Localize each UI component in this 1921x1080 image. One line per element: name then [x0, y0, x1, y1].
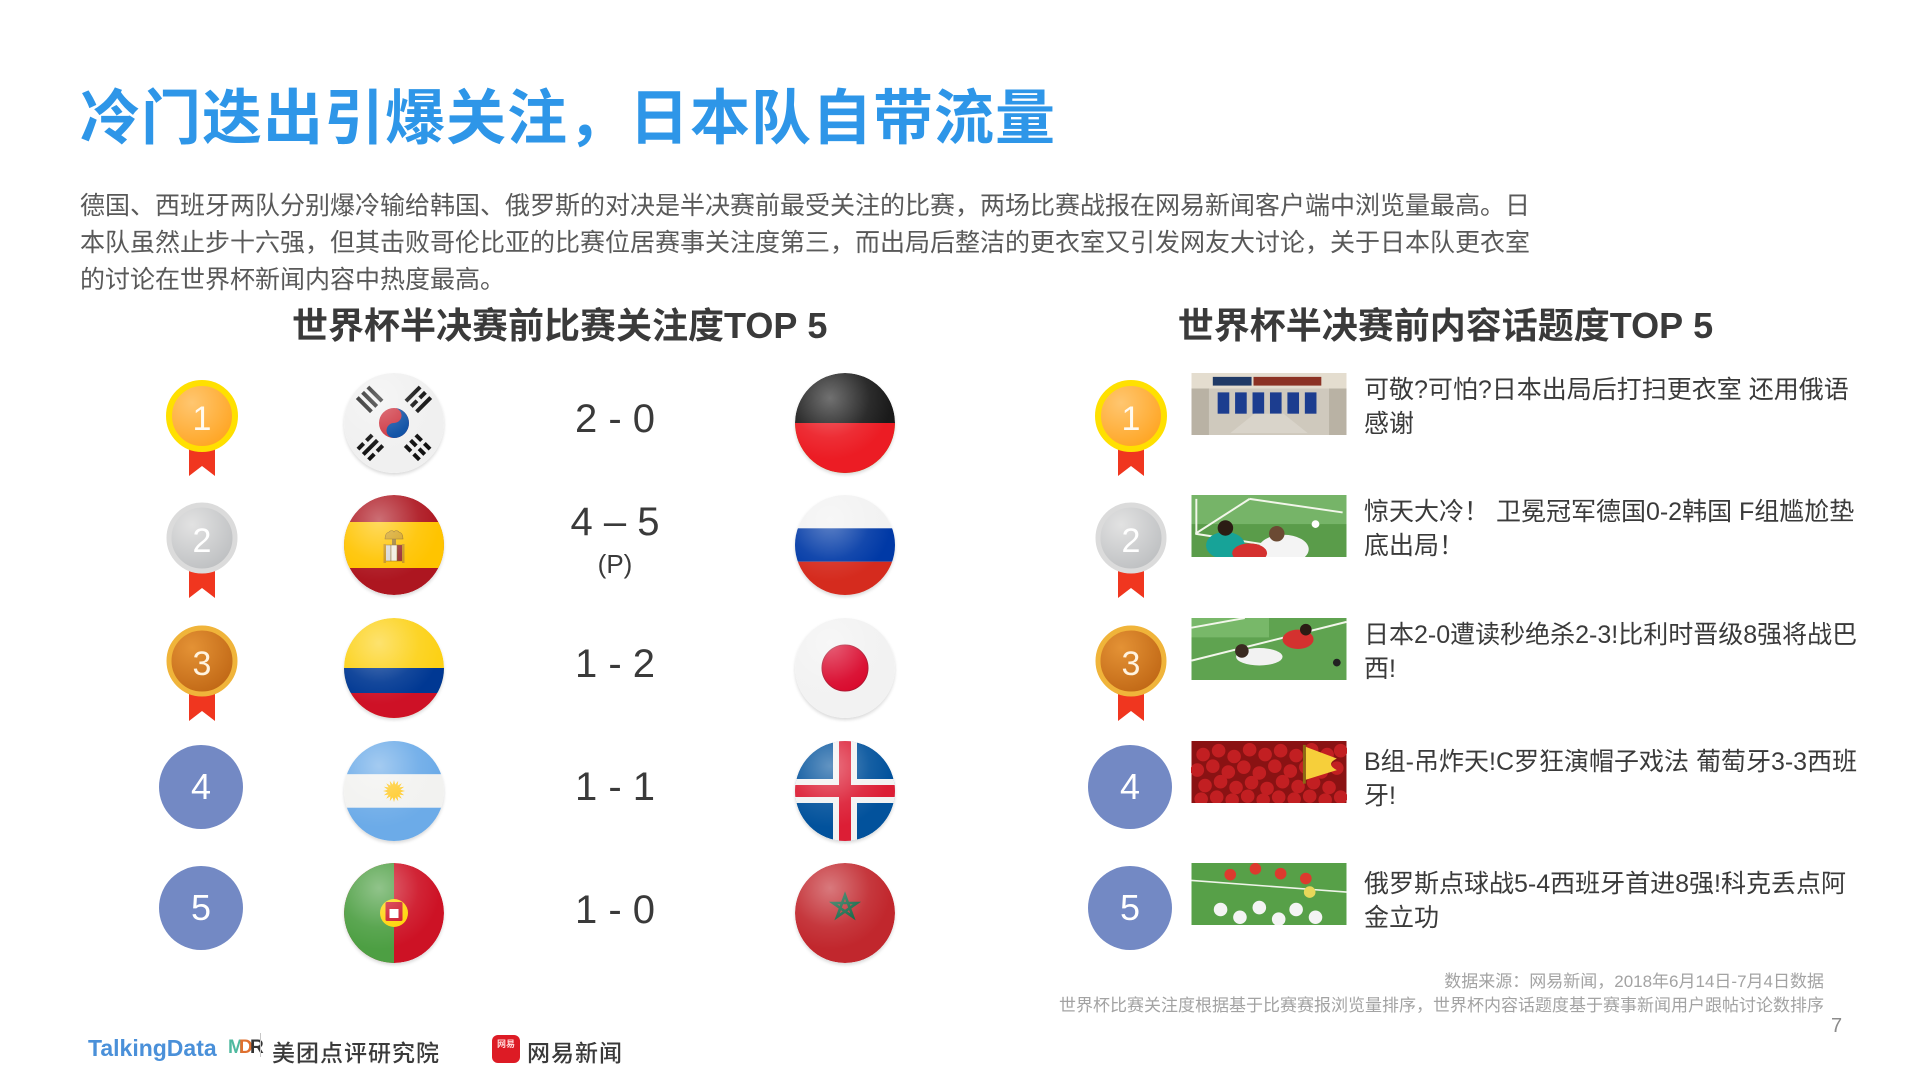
svg-text:3: 3	[1122, 645, 1141, 683]
svg-text:1: 1	[193, 400, 212, 438]
svg-text:R: R	[250, 1037, 264, 1058]
svg-text:1: 1	[1122, 400, 1141, 438]
svg-text:2: 2	[1122, 522, 1141, 560]
svg-text:2: 2	[193, 522, 212, 560]
svg-text:3: 3	[193, 645, 212, 683]
